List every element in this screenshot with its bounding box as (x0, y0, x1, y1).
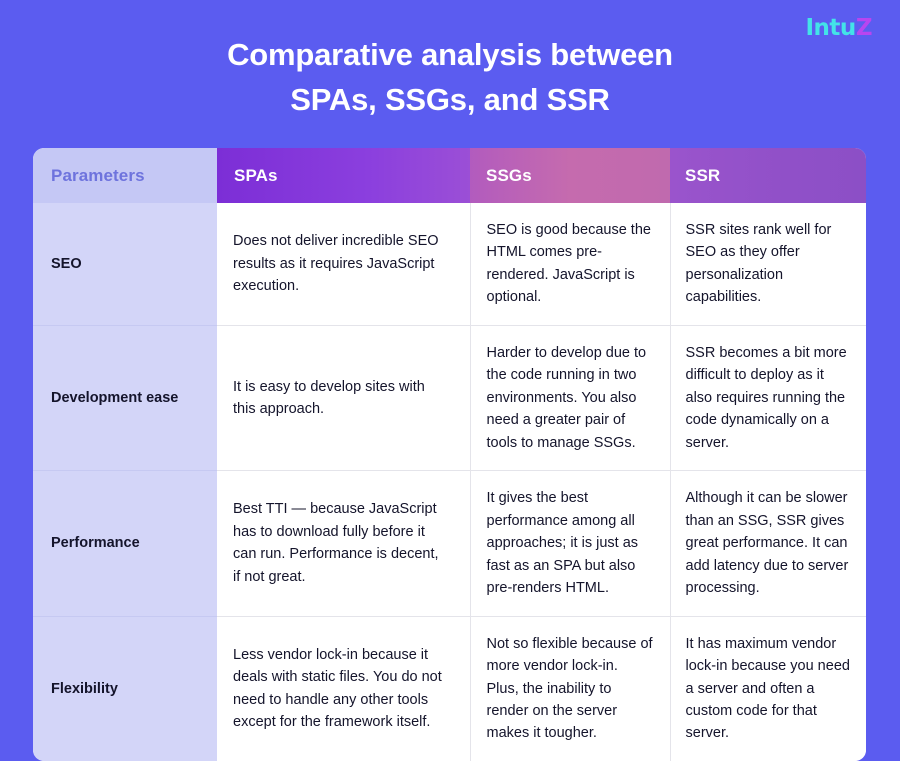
cell-spas: Does not deliver incredible SEO results … (217, 203, 470, 326)
cell-ssr: SSR becomes a bit more difficult to depl… (669, 324, 866, 471)
comparison-table-container: Parameters SPAs SSGs SSR SEO Does not de… (33, 148, 866, 761)
cell-spas: It is easy to develop sites with this ap… (217, 324, 470, 471)
cell-ssr: Although it can be slower than an SSG, S… (669, 470, 866, 617)
cell-ssgs: SEO is good because the HTML comes pre-r… (469, 203, 670, 326)
cell-ssgs: It gives the best performance among all … (469, 470, 670, 617)
page-title: Comparative analysis between SPAs, SSGs,… (0, 33, 900, 123)
cell-ssr: It has maximum vendor lock-in because yo… (669, 615, 866, 761)
table-row: Performance Best TTI — because JavaScrip… (33, 470, 866, 617)
table-header-row: Parameters SPAs SSGs SSR (33, 148, 866, 203)
logo-text-accent: Z (855, 15, 873, 41)
row-parameter-label: Performance (33, 470, 217, 617)
table-row: SEO Does not deliver incredible SEO resu… (33, 203, 866, 326)
page-title-line-1: Comparative analysis between (227, 37, 673, 72)
row-parameter-label: Development ease (33, 324, 217, 471)
page-title-line-2: SPAs, SSGs, and SSR (290, 81, 610, 117)
cell-spas: Less vendor lock-in because it deals wit… (217, 615, 470, 761)
table-row: Development ease It is easy to develop s… (33, 324, 866, 471)
column-header-ssr: SSR (670, 148, 866, 203)
row-parameter-label: Flexibility (33, 615, 217, 761)
column-header-parameters: Parameters (33, 148, 217, 203)
cell-spas: Best TTI — because JavaScript has to dow… (217, 470, 470, 617)
table-header: Parameters SPAs SSGs SSR (33, 148, 866, 203)
column-header-spas: SPAs (217, 148, 470, 203)
table-row: Flexibility Less vendor lock-in because … (33, 615, 866, 761)
intuz-logo: IntuZ (806, 17, 873, 40)
column-header-ssgs: SSGs (470, 148, 670, 203)
row-parameter-label: SEO (33, 203, 217, 326)
cell-ssgs: Not so flexible because of more vendor l… (469, 615, 670, 761)
table-body: SEO Does not deliver incredible SEO resu… (33, 203, 866, 761)
cell-ssgs: Harder to develop due to the code runnin… (469, 324, 670, 471)
comparison-table: Parameters SPAs SSGs SSR SEO Does not de… (33, 148, 866, 761)
logo-text-main: Intu (805, 15, 857, 41)
cell-ssr: SSR sites rank well for SEO as they offe… (669, 203, 866, 326)
